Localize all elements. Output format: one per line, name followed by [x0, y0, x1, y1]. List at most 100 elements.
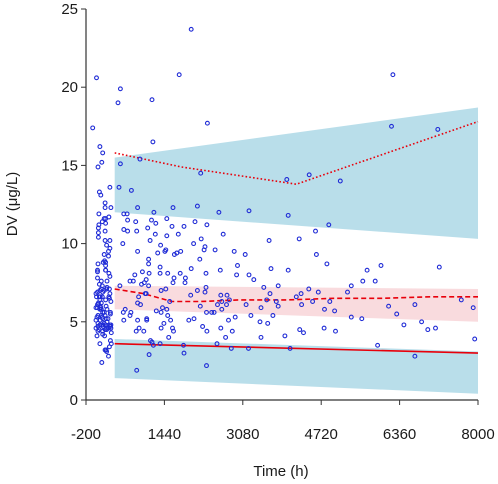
data-point: [182, 280, 188, 286]
data-point: [101, 252, 107, 257]
data-point: [389, 123, 394, 129]
data-point: [128, 187, 134, 193]
data-point: [95, 302, 101, 308]
x-tick-label: 6360: [383, 426, 416, 443]
data-point: [96, 281, 102, 287]
data-point: [313, 252, 319, 257]
data-point: [151, 209, 157, 215]
data-point: [95, 164, 101, 170]
data-point: [96, 211, 102, 217]
data-point: [170, 280, 176, 286]
axes: [85, 9, 478, 401]
data-point: [102, 200, 108, 206]
data-point: [102, 228, 108, 234]
data-point: [106, 286, 112, 292]
data-point: [137, 156, 143, 162]
x-axis-title: Time (h): [253, 463, 308, 480]
data-point: [153, 220, 159, 226]
pi-band-median: [114, 285, 478, 322]
data-point: [157, 270, 163, 276]
data-point: [136, 294, 142, 300]
data-point: [164, 233, 170, 239]
data-point: [215, 302, 220, 308]
data-point: [164, 306, 170, 312]
data-point: [97, 341, 103, 347]
data-point: [204, 363, 209, 369]
data-point: [181, 350, 187, 356]
y-tick-label: 25: [61, 1, 78, 18]
data-point: [204, 309, 209, 315]
data-point: [203, 270, 209, 276]
data-point: [141, 328, 147, 334]
data-point: [95, 261, 101, 267]
x-tick-label: 1440: [148, 426, 181, 443]
data-point: [106, 253, 111, 259]
data-point: [401, 322, 407, 328]
data-point: [100, 150, 106, 156]
data-point: [146, 261, 152, 267]
y-tick-label: 5: [70, 314, 78, 331]
data-point: [310, 299, 316, 304]
data-point: [167, 299, 173, 304]
data-point: [145, 225, 151, 231]
data-point: [264, 297, 270, 303]
data-point: [120, 309, 126, 315]
data-point: [372, 278, 378, 284]
data-point: [200, 324, 206, 329]
data-point: [201, 247, 207, 253]
data-point: [284, 177, 290, 182]
data-point: [171, 252, 177, 257]
data-point: [188, 292, 194, 298]
data-point: [108, 330, 114, 336]
data-point: [139, 269, 145, 275]
data-point: [106, 353, 111, 359]
data-point: [359, 316, 365, 322]
data-point: [267, 291, 273, 297]
data-point: [232, 314, 238, 320]
data-point: [226, 297, 232, 303]
data-point: [175, 231, 181, 237]
data-point: [135, 248, 141, 254]
data-point: [386, 303, 392, 309]
data-point: [130, 278, 136, 284]
x-tick-label: 8000: [461, 426, 494, 443]
data-point: [149, 97, 155, 103]
data-point: [246, 345, 251, 351]
data-point: [95, 289, 100, 295]
data-point: [100, 328, 106, 334]
data-point: [257, 319, 263, 325]
data-point: [285, 212, 291, 218]
data-point: [106, 294, 112, 300]
data-point: [148, 338, 153, 344]
data-point: [121, 227, 127, 232]
data-point: [436, 264, 442, 270]
data-point: [364, 267, 370, 273]
data-point: [97, 306, 103, 312]
data-point: [152, 231, 158, 237]
data-point: [97, 294, 103, 300]
data-point: [275, 303, 281, 309]
data-point: [157, 341, 163, 347]
y-tick-label: 20: [61, 79, 78, 96]
data-point: [135, 205, 141, 211]
data-point: [94, 333, 100, 339]
data-point: [321, 325, 327, 331]
data-point: [135, 300, 141, 306]
data-point: [217, 267, 223, 273]
data-point: [93, 317, 99, 323]
observed-data-points: [90, 26, 478, 373]
x-tick-label: 3080: [226, 426, 259, 443]
data-point: [134, 228, 140, 234]
data-point: [226, 317, 231, 323]
data-point: [95, 230, 101, 236]
data-point: [149, 217, 154, 223]
data-point: [412, 353, 418, 359]
data-point: [139, 281, 144, 287]
data-point: [419, 319, 425, 325]
data-point: [435, 126, 441, 132]
data-point: [390, 72, 396, 78]
data-point: [93, 325, 99, 331]
data-point: [378, 263, 384, 268]
data-point: [433, 325, 438, 331]
